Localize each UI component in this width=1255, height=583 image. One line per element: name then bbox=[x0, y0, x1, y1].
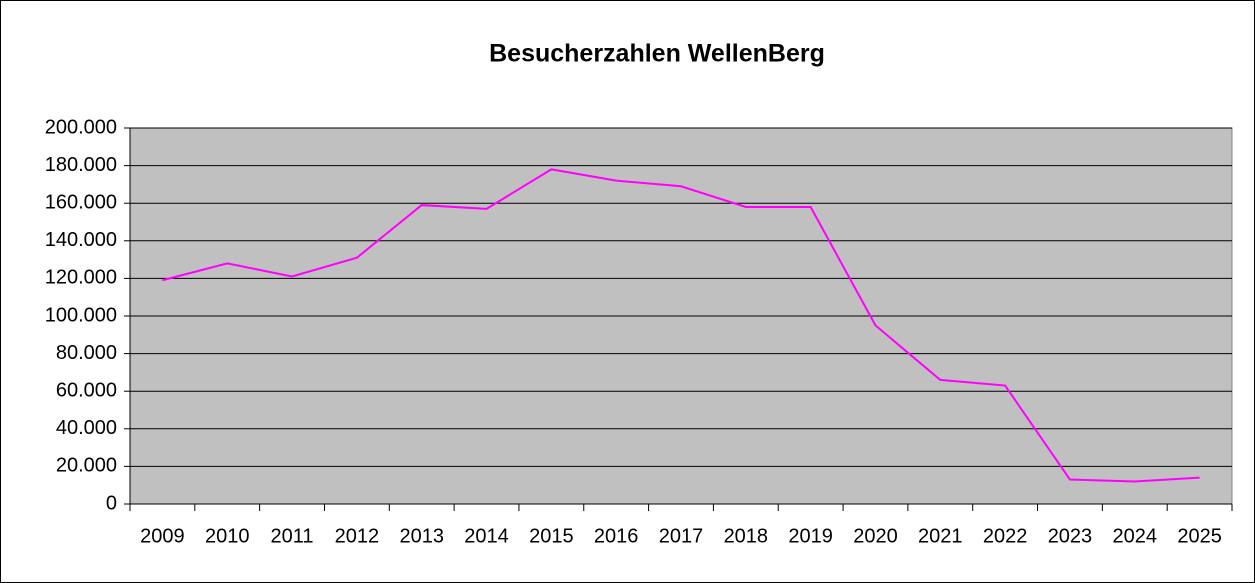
x-tick-label: 2010 bbox=[205, 525, 250, 547]
x-tick-label: 2021 bbox=[918, 525, 963, 547]
x-tick-label: 2019 bbox=[788, 525, 833, 547]
x-tick-label: 2022 bbox=[983, 525, 1028, 547]
x-tick-label: 2011 bbox=[271, 525, 314, 547]
y-tick-label: 20.000 bbox=[56, 455, 117, 477]
x-tick-label: 2018 bbox=[724, 525, 769, 547]
x-tick-label: 2016 bbox=[594, 525, 639, 547]
y-tick-label: 180.000 bbox=[45, 154, 117, 176]
y-tick-label: 60.000 bbox=[56, 379, 117, 401]
y-tick-label: 80.000 bbox=[56, 342, 117, 364]
x-tick-label: 2017 bbox=[659, 525, 704, 547]
y-tick-label: 100.000 bbox=[45, 304, 117, 326]
x-tick-label: 2009 bbox=[140, 525, 185, 547]
x-tick-label: 2020 bbox=[853, 525, 898, 547]
y-tick-label: 160.000 bbox=[45, 191, 117, 213]
y-tick-label: 40.000 bbox=[56, 417, 117, 439]
data-line bbox=[162, 168, 1200, 483]
x-tick-label: 2023 bbox=[1048, 525, 1093, 547]
x-tick-label: 2015 bbox=[529, 525, 574, 547]
x-tick-label: 2013 bbox=[399, 525, 444, 547]
x-tick-label: 2012 bbox=[335, 525, 380, 547]
y-tick-label: 200.000 bbox=[45, 116, 117, 138]
x-tick-label: 2025 bbox=[1177, 525, 1222, 547]
y-tick-label: 120.000 bbox=[45, 267, 117, 289]
chart-title: Besucherzahlen WellenBerg bbox=[489, 40, 825, 68]
x-tick-label: 2014 bbox=[464, 525, 509, 547]
y-tick-label: 140.000 bbox=[45, 229, 117, 251]
y-tick-label: 0 bbox=[106, 492, 117, 514]
x-tick-label: 2024 bbox=[1113, 525, 1158, 547]
